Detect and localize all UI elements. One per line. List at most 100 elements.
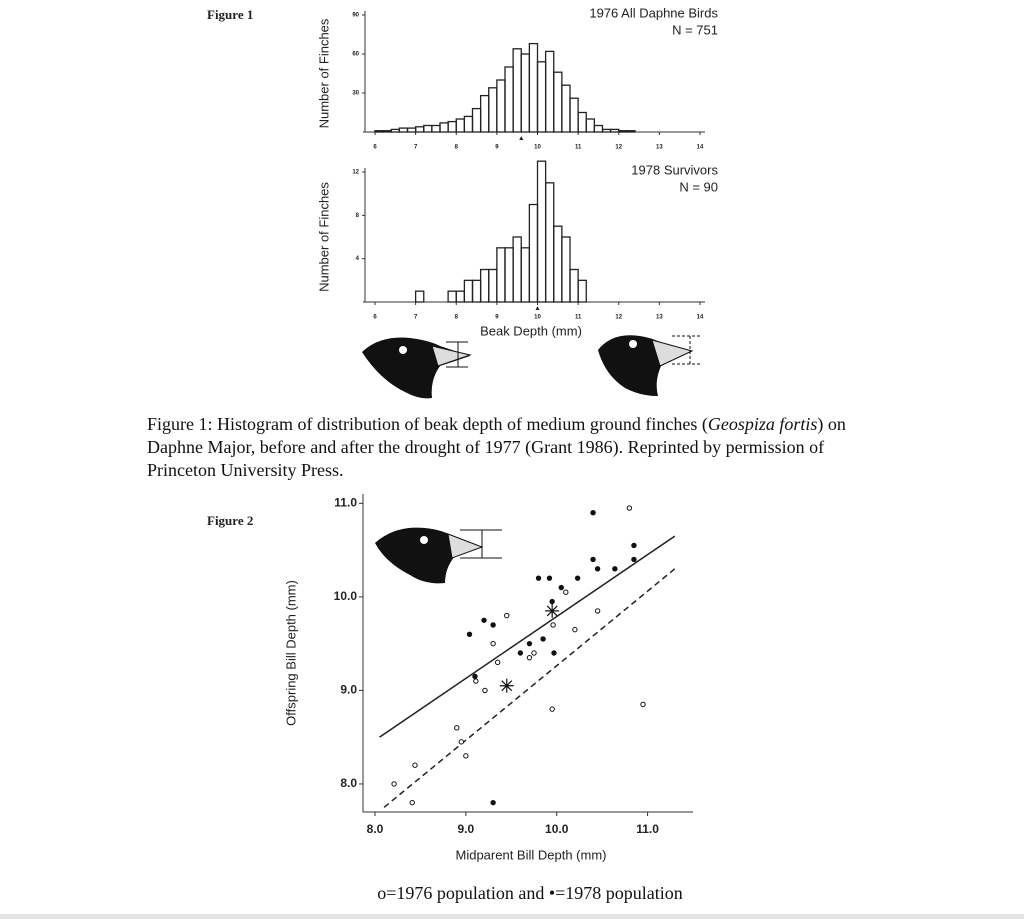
finch-illustration (375, 527, 502, 584)
histogram-bar (528, 42, 539, 133)
data-point (550, 622, 556, 628)
histogram-bar (585, 118, 596, 133)
histogram-bar (626, 130, 636, 133)
figure-legend: o=1976 population and •=1978 population (377, 883, 683, 903)
y-tick-label: 9.0 (340, 683, 357, 697)
data-point (549, 598, 555, 605)
data-point (546, 575, 553, 581)
data-point (458, 739, 465, 745)
figure-label: Figure 1 (207, 7, 253, 22)
data-point (466, 631, 473, 637)
histogram-bar (504, 247, 514, 303)
page-edge (0, 914, 1024, 919)
histogram-bar (544, 50, 555, 133)
caption-text: ) on Daphne Major, before and after the … (147, 414, 846, 480)
histogram-bar (512, 236, 522, 303)
finch-illustration (362, 337, 472, 399)
histogram-bar (463, 279, 474, 303)
x-tick-label: 10 (534, 315, 541, 321)
histogram-bar (423, 124, 433, 133)
y-tick-label: 8.0 (340, 776, 357, 790)
x-tick-label: 12 (615, 315, 622, 321)
mean-marker (499, 678, 514, 693)
data-point (490, 640, 496, 647)
x-tick-label: 7 (414, 315, 418, 321)
x-tick-label: 13 (656, 145, 663, 151)
histogram-bar (439, 122, 449, 133)
data-point (473, 678, 479, 684)
histogram-bar (601, 128, 612, 133)
data-point (535, 575, 542, 581)
data-point (590, 556, 596, 563)
histogram-bar (618, 130, 628, 133)
histogram-bar (496, 247, 506, 303)
data-point (631, 542, 637, 549)
histogram-bar (544, 182, 555, 303)
histogram-bar (569, 268, 579, 303)
x-tick-label: 11 (575, 315, 582, 321)
caption-species: Geospiza fortis (707, 414, 818, 434)
histogram-bar (488, 268, 498, 303)
histogram-bar (561, 236, 571, 303)
data-point (612, 566, 618, 572)
histogram-bar (398, 127, 409, 133)
histogram-bar (536, 61, 547, 133)
data-point (526, 654, 533, 661)
data-point (631, 556, 637, 563)
data-point (626, 505, 633, 511)
y-tick-label: 4 (356, 256, 360, 262)
x-tick-label: 8.0 (367, 822, 384, 836)
histogram-bar (471, 279, 482, 303)
data-point (563, 589, 569, 595)
finch-illustration (598, 335, 702, 396)
histogram-bar (374, 130, 384, 133)
data-point (391, 781, 397, 787)
data-point (594, 608, 601, 614)
y-tick-label: 10.0 (334, 589, 358, 603)
histogram-bar (504, 66, 514, 133)
x-tick-label: 7 (414, 145, 418, 151)
x-tick-label: 14 (697, 145, 704, 151)
histogram-bar (431, 124, 441, 133)
chart-subtitle: N = 751 (672, 22, 718, 37)
mean-marker (519, 136, 524, 140)
x-tick-label: 12 (615, 145, 622, 151)
y-tick-label: 90 (352, 13, 359, 19)
chart-title: 1978 Survivors (631, 162, 718, 177)
chart-title: 1976 All Daphne Birds (589, 5, 718, 20)
caption-text: Figure 1: Histogram of distribution of b… (147, 414, 708, 434)
data-point (540, 636, 546, 642)
data-point (572, 626, 578, 633)
data-point (526, 640, 533, 647)
histogram-bar (382, 130, 392, 133)
histogram-bar (512, 48, 522, 133)
data-point (517, 650, 524, 656)
histogram-bar (553, 71, 563, 133)
histogram-bar (528, 203, 539, 303)
histogram-bar (455, 118, 466, 133)
y-tick-label: 30 (352, 91, 359, 97)
histogram-bar (471, 107, 482, 133)
histogram-bar (414, 290, 425, 303)
data-point (412, 762, 418, 768)
y-tick-label: 12 (352, 170, 359, 176)
histogram-bar (577, 279, 587, 303)
fit-line (379, 535, 676, 738)
x-tick-label: 11 (575, 145, 582, 151)
data-point (590, 510, 596, 516)
y-axis-label: Offspring Bill Depth (mm) (283, 580, 298, 726)
x-tick-label: 9.0 (458, 822, 475, 836)
mean-marker (545, 603, 560, 618)
y-tick-label: 8 (356, 213, 360, 219)
x-axis-label: Midparent Bill Depth (mm) (456, 847, 607, 862)
mean-marker (535, 306, 540, 310)
histogram-bar (496, 79, 506, 133)
x-tick-label: 10.0 (545, 822, 569, 836)
data-point (574, 575, 581, 581)
histogram-bar (463, 115, 474, 133)
data-point (490, 799, 496, 806)
data-point (558, 584, 564, 591)
histogram-bar (488, 87, 498, 133)
